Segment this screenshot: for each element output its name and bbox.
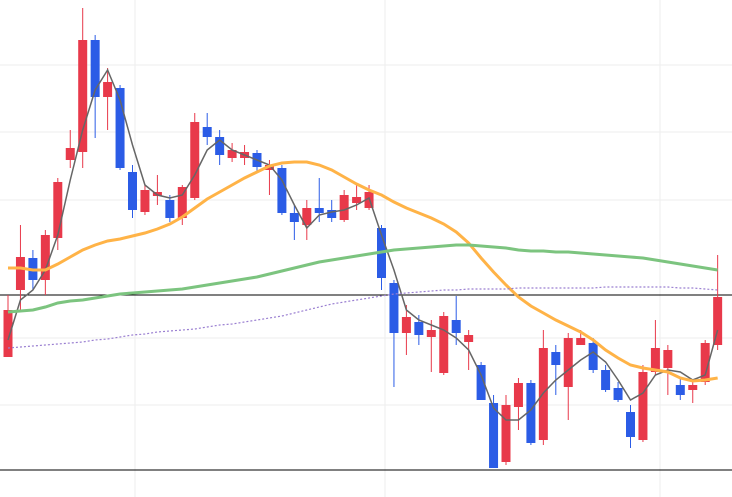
candle-body — [675, 385, 685, 395]
candle-body — [53, 182, 63, 238]
candle-body — [713, 297, 723, 345]
candle-body — [115, 88, 125, 168]
candle-body — [277, 168, 287, 213]
candle-body — [464, 335, 474, 342]
candle-body — [401, 317, 411, 333]
candle-body — [489, 403, 499, 468]
candle-body — [177, 187, 187, 218]
candle-body — [613, 388, 623, 400]
candle-body — [638, 372, 648, 440]
candle-body — [15, 257, 25, 290]
candle-body — [352, 197, 362, 203]
candle-body — [289, 213, 299, 222]
candle-body — [339, 195, 349, 220]
candle-body — [563, 338, 573, 387]
candle-body — [501, 405, 511, 462]
candle-body — [650, 348, 660, 372]
candle-body — [389, 283, 399, 333]
candle-body — [451, 320, 461, 333]
candle-body — [128, 172, 137, 210]
moving-average-line — [7, 243, 718, 314]
candle-body — [526, 383, 536, 443]
candle-body — [327, 210, 337, 218]
moving-average-line — [8, 160, 718, 383]
candle-body — [190, 122, 200, 198]
candle-body — [476, 365, 486, 400]
candle-body — [90, 40, 100, 97]
candle-body — [663, 350, 673, 368]
candle-body — [152, 192, 162, 196]
moving-average-line — [7, 68, 719, 421]
candle-body — [65, 148, 75, 160]
candle-body — [601, 370, 611, 390]
candle-body — [700, 343, 710, 382]
candle-body — [513, 383, 523, 407]
candle-body — [202, 127, 212, 137]
candle-body — [40, 235, 50, 280]
candle-body — [426, 330, 436, 337]
candle-body — [626, 412, 635, 437]
candle-body — [140, 190, 150, 212]
candle-body — [314, 208, 324, 213]
candle-body — [302, 208, 312, 225]
candle-body — [588, 343, 598, 370]
candle-body — [227, 150, 237, 158]
candle-body — [78, 40, 88, 152]
candle-body — [551, 352, 561, 365]
candle-body — [688, 385, 698, 390]
candle-body — [103, 82, 113, 97]
candle-body — [576, 338, 586, 345]
candle-body — [439, 316, 449, 373]
candle-body — [3, 310, 13, 357]
candle-body — [215, 137, 225, 155]
candle-body — [414, 322, 424, 335]
candle-body — [165, 200, 175, 218]
